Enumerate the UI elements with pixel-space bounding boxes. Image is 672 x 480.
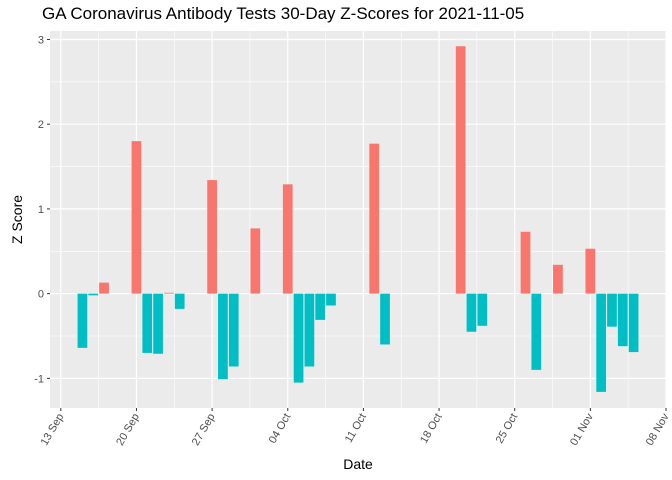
y-tick-label: 0 — [38, 289, 44, 301]
bar-2021-11-02 — [596, 293, 607, 392]
y-tick-label: 2 — [38, 119, 44, 131]
x-tick-label: 13 Sep — [39, 412, 67, 448]
y-axis: -1 0 1 2 3 — [34, 34, 50, 385]
bars — [77, 46, 639, 392]
x-tick-label: 27 Sep — [190, 412, 218, 448]
x-tick-label: 20 Sep — [114, 412, 142, 448]
y-axis-label: Z Score — [9, 195, 25, 244]
bar-2021-09-17 — [99, 282, 109, 294]
bar-2021-11-01 — [585, 248, 596, 294]
chart-title: GA Coronavirus Antibody Tests 30-Day Z-S… — [42, 4, 525, 23]
bar-2021-09-29 — [228, 293, 239, 367]
bar-2021-09-23 — [164, 292, 174, 294]
bar-2021-09-21 — [142, 293, 153, 353]
x-tick-label: 18 Oct — [418, 412, 445, 446]
plot-panel — [50, 31, 666, 408]
bar-2021-10-26 — [520, 231, 531, 294]
bar-2021-10-12 — [369, 143, 380, 294]
bar-2021-10-08 — [326, 293, 336, 306]
bar-2021-09-15 — [77, 293, 88, 348]
bar-2021-11-05 — [628, 293, 639, 353]
y-tick-label: 3 — [38, 34, 44, 46]
bar-2021-09-20 — [131, 141, 142, 294]
bar-2021-10-21 — [466, 293, 477, 332]
bar-2021-09-16 — [88, 293, 99, 296]
bar-2021-10-04 — [282, 184, 293, 294]
bar-2021-11-04 — [617, 293, 628, 347]
bar-2021-11-03 — [607, 293, 617, 327]
bar-2021-09-24 — [174, 293, 185, 309]
bar-2021-10-13 — [380, 293, 390, 345]
grid-lines — [50, 31, 667, 408]
x-tick-label: 08 Nov — [644, 411, 672, 448]
x-tick-label: 04 Oct — [267, 412, 294, 446]
x-tick-label: 25 Oct — [494, 412, 521, 446]
bar-2021-10-20 — [455, 46, 466, 294]
y-tick-label: 1 — [38, 204, 44, 216]
bar-2021-10-06 — [304, 293, 315, 367]
bar-2021-10-01 — [250, 228, 261, 294]
x-tick-label: 11 Oct — [343, 412, 369, 445]
bar-2021-10-05 — [293, 293, 304, 383]
y-tick-label: -1 — [34, 373, 44, 385]
x-tick-label: 01 Nov — [568, 411, 596, 448]
bar-2021-09-28 — [218, 293, 228, 380]
x-axis-label: Date — [343, 456, 373, 472]
bar-2021-09-22 — [153, 293, 163, 354]
x-axis: 13 Sep 20 Sep 27 Sep 04 Oct 11 Oct 18 Oct 25 O… — [39, 408, 672, 448]
bar-2021-10-29 — [553, 264, 563, 294]
bar-2021-10-07 — [315, 293, 326, 320]
bar-2021-10-27 — [531, 293, 542, 370]
bar-2021-09-27 — [207, 180, 217, 294]
bar-2021-10-22 — [477, 293, 488, 326]
